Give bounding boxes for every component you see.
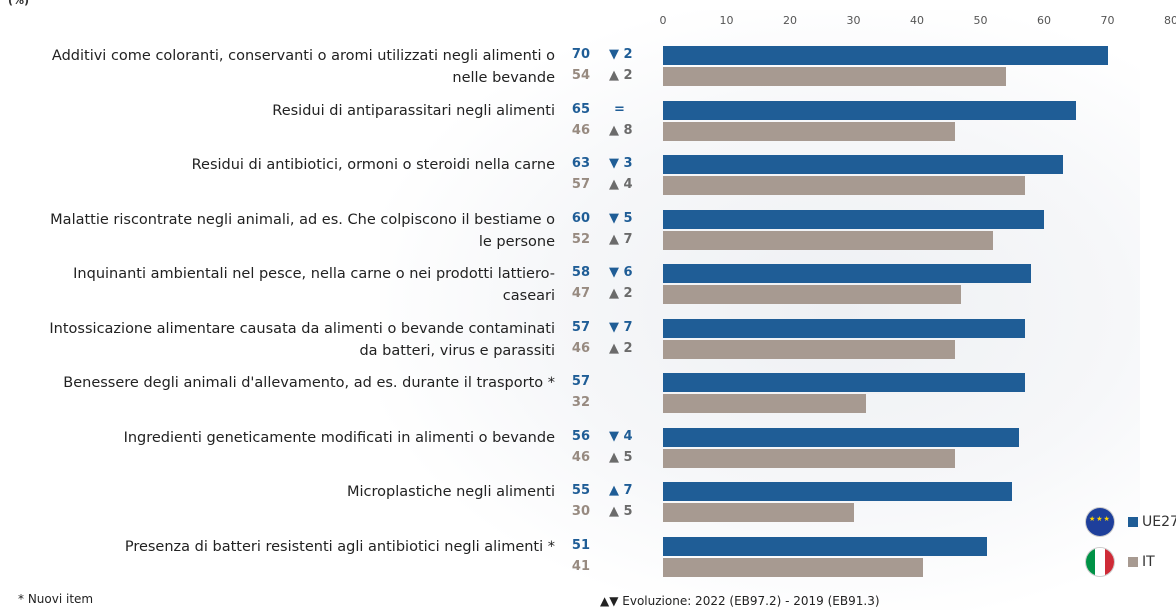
evolution-note: ▲▼ Evoluzione: 2022 (EB97.2) - 2019 (EB9… bbox=[600, 594, 880, 608]
value-label-ue27: 70 bbox=[571, 47, 590, 62]
category-label: Residui di antibiotici, ormoni o steroid… bbox=[191, 157, 555, 173]
value-label-ue27: 55 bbox=[571, 483, 590, 498]
value-label-ue27: 60 bbox=[571, 210, 590, 226]
delta-label-ue27: ▼ 7 bbox=[609, 319, 633, 335]
unit-label: (%) bbox=[8, 0, 30, 7]
bar-ue27 bbox=[663, 264, 1032, 283]
category-label: Microplastiche negli alimenti bbox=[347, 484, 555, 500]
delta-label-ue27: ▼ 6 bbox=[609, 265, 633, 280]
delta-label-it: ▲ 2 bbox=[609, 286, 633, 301]
delta-label-ue27: ▼ 2 bbox=[609, 47, 633, 62]
value-label-ue27: 63 bbox=[571, 156, 590, 171]
legend-label-it: IT bbox=[1142, 554, 1155, 570]
value-label-it: 41 bbox=[571, 558, 590, 574]
category-label: Inquinanti ambientali nel pesce, nella c… bbox=[73, 266, 555, 304]
bar-ue27 bbox=[663, 318, 1025, 338]
delta-label-ue27: ▲ 7 bbox=[609, 483, 633, 498]
value-label-it: 52 bbox=[571, 231, 590, 247]
value-label-it: 32 bbox=[571, 395, 590, 410]
delta-label-it: ▲ 5 bbox=[609, 504, 633, 519]
legend-swatch-it bbox=[1128, 557, 1138, 567]
category-label: Additivi come coloranti, conservanti o a… bbox=[51, 48, 555, 86]
bar-ue27 bbox=[663, 427, 1019, 447]
delta-label-ue27: ▼ 3 bbox=[609, 156, 633, 171]
bar-ue27 bbox=[663, 536, 987, 556]
x-tick-label: 60 bbox=[1037, 14, 1051, 27]
x-tick-label: 10 bbox=[719, 14, 734, 27]
delta-label-it: ▲ 2 bbox=[609, 68, 633, 83]
bar-it bbox=[663, 230, 994, 250]
bar-it bbox=[663, 448, 956, 468]
value-label-it: 30 bbox=[571, 504, 590, 519]
value-label-it: 57 bbox=[571, 177, 590, 192]
category-label: Intossicazione alimentare causata da ali… bbox=[49, 320, 555, 359]
bar-it bbox=[663, 503, 854, 522]
category-label: Presenza di batteri resistenti agli anti… bbox=[124, 538, 555, 555]
delta-label-it: ▲ 5 bbox=[609, 449, 633, 465]
value-label-it: 47 bbox=[571, 286, 590, 301]
delta-label-ue27: ▼ 4 bbox=[609, 428, 633, 444]
category-label: Residui di antiparassitari negli aliment… bbox=[272, 102, 555, 119]
delta-label-it: ▲ 7 bbox=[609, 231, 633, 247]
delta-label-ue27: = bbox=[614, 101, 625, 117]
delta-label-ue27: ▼ 5 bbox=[609, 210, 633, 226]
eu-flag-icon bbox=[1086, 508, 1114, 536]
value-label-ue27: 51 bbox=[571, 537, 590, 553]
value-label-it: 46 bbox=[571, 449, 590, 465]
x-tick-label: 30 bbox=[846, 14, 861, 27]
delta-label-it: ▲ 2 bbox=[609, 340, 633, 356]
value-label-it: 46 bbox=[571, 122, 590, 138]
value-label-ue27: 65 bbox=[571, 101, 590, 117]
bar-it bbox=[663, 339, 956, 359]
bar-ue27 bbox=[663, 46, 1108, 65]
delta-label-it: ▲ 4 bbox=[609, 177, 633, 192]
bar-ue27 bbox=[663, 155, 1064, 174]
bar-ue27 bbox=[663, 482, 1013, 501]
category-label: Benessere degli animali d'allevamento, a… bbox=[63, 375, 555, 391]
x-tick-label: 80 bbox=[1164, 14, 1176, 27]
value-label-it: 46 bbox=[571, 340, 590, 356]
italy-flag-icon bbox=[1086, 548, 1114, 576]
value-label-it: 54 bbox=[571, 68, 590, 83]
legend-label-ue27: UE27 bbox=[1142, 514, 1176, 530]
bar-ue27 bbox=[663, 100, 1076, 120]
bar-it bbox=[663, 67, 1006, 86]
x-tick-label: 50 bbox=[973, 14, 988, 27]
x-tick-label: 40 bbox=[910, 14, 924, 27]
value-label-ue27: 58 bbox=[571, 265, 590, 280]
category-label: Malattie riscontrate negli animali, ad e… bbox=[50, 211, 555, 250]
bar-it bbox=[663, 557, 924, 577]
category-label: Ingredienti geneticamente modificati in … bbox=[123, 429, 555, 446]
footnote: * Nuovi item bbox=[18, 592, 94, 606]
bar-it bbox=[663, 121, 956, 141]
legend-item-it: IT bbox=[1086, 548, 1155, 576]
bar-it bbox=[663, 285, 962, 304]
x-tick-label: 0 bbox=[659, 14, 667, 27]
x-tick-label: 70 bbox=[1100, 14, 1115, 27]
legend-item-ue27: UE27 bbox=[1086, 508, 1176, 536]
bar-it bbox=[663, 394, 867, 413]
value-label-ue27: 57 bbox=[571, 319, 590, 335]
legend-swatch-ue27 bbox=[1128, 517, 1138, 527]
bar-it bbox=[663, 176, 1025, 195]
bar-ue27 bbox=[663, 209, 1044, 229]
x-tick-label: 20 bbox=[783, 14, 797, 27]
value-label-ue27: 56 bbox=[571, 428, 590, 444]
delta-label-it: ▲ 8 bbox=[609, 122, 633, 138]
value-label-ue27: 57 bbox=[571, 374, 590, 389]
bar-ue27 bbox=[663, 373, 1025, 392]
